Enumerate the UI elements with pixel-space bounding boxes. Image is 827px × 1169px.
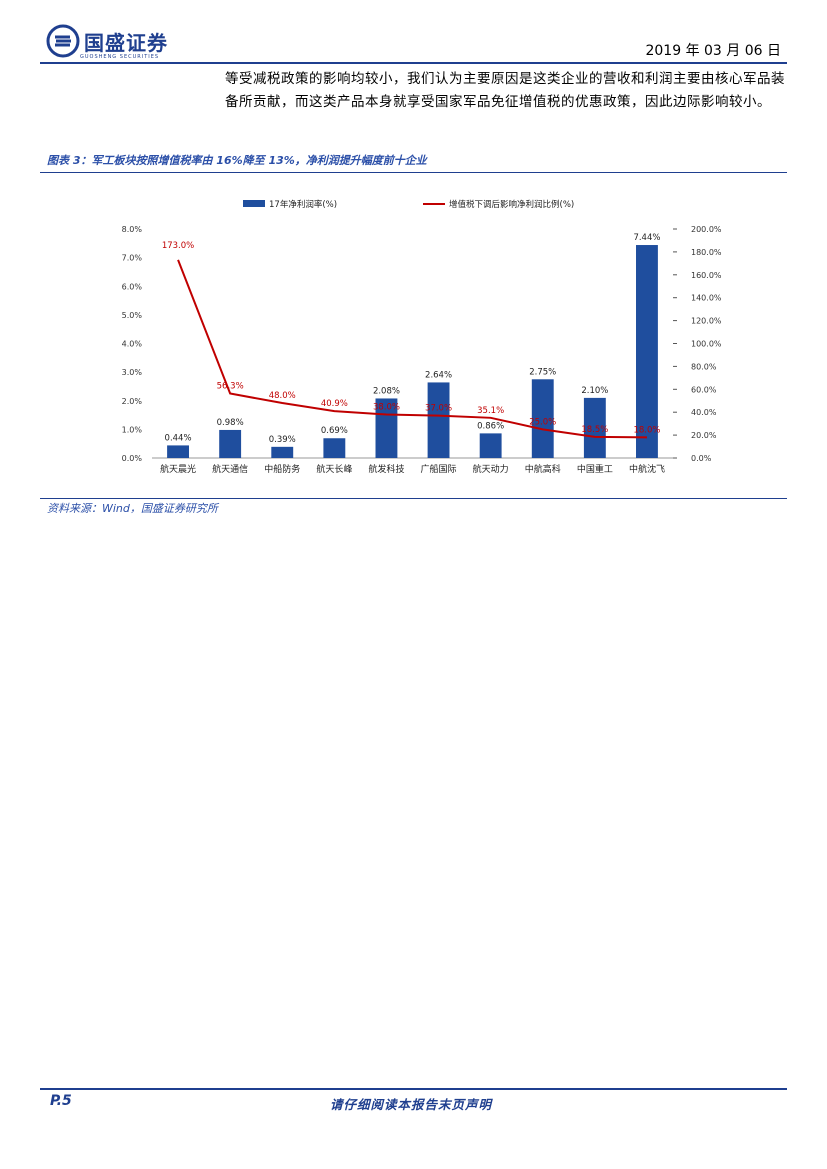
line-data-label: 173.0% — [162, 241, 194, 251]
y-left-tick-label: 2.0% — [122, 397, 143, 406]
y-left-tick-label: 7.0% — [122, 254, 143, 263]
bar-data-label: 2.64% — [425, 370, 452, 380]
bar — [167, 445, 189, 458]
bar — [531, 379, 554, 458]
x-category-label: 航天通信 — [212, 463, 248, 475]
bar-data-label: 0.44% — [165, 433, 192, 443]
y-right-tick-label: 140.0% — [691, 294, 722, 303]
footer-divider — [40, 1088, 787, 1090]
company-name: 国盛证券 — [84, 30, 168, 55]
x-category-label: 广船国际 — [421, 463, 457, 475]
x-category-label: 中国重工 — [577, 463, 613, 475]
line-series — [177, 259, 647, 439]
header-divider — [40, 62, 787, 64]
logo-icon — [46, 24, 80, 58]
bar — [271, 446, 294, 458]
bar-data-label: 2.08% — [373, 386, 400, 396]
y-left-tick-label: 4.0% — [122, 340, 143, 349]
y-right-tick-label: 200.0% — [691, 225, 722, 234]
bar — [479, 433, 502, 458]
line-data-label: 56.3% — [217, 382, 244, 392]
y-right-tick-label: 60.0% — [691, 385, 717, 394]
bar-data-label: 2.10% — [581, 386, 608, 396]
bar-data-label: 0.39% — [269, 435, 296, 445]
y-right-tick-label: 160.0% — [691, 271, 722, 280]
legend-label-bar: 17年净利润率(%) — [269, 199, 337, 210]
bar — [636, 245, 658, 458]
x-category-label: 航天动力 — [473, 463, 509, 475]
x-category-label: 中船防务 — [264, 463, 300, 475]
bar-data-label: 0.98% — [217, 418, 244, 428]
page-number: P.5 — [50, 1093, 72, 1109]
line-data-label: 25.0% — [529, 417, 556, 427]
bar-data-label: 0.86% — [477, 421, 504, 431]
line-data-label: 18.0% — [633, 425, 660, 435]
report-date: 2019 年 03 月 06 日 — [645, 43, 781, 59]
line-data-label: 35.1% — [477, 406, 504, 416]
company-logo: 国盛证券 — [46, 24, 168, 58]
y-right-tick-label: 40.0% — [691, 408, 717, 417]
line-data-label: 38.0% — [373, 402, 400, 412]
bar — [427, 382, 450, 458]
y-left-tick-label: 5.0% — [122, 311, 143, 320]
page-header: 国盛证券 GUOSHENG SECURITIES 2019 年 03 月 06 … — [40, 22, 787, 62]
x-category-label: 航天长峰 — [316, 463, 352, 475]
figure-top-divider — [40, 172, 787, 173]
y-left-tick-label: 6.0% — [122, 282, 143, 291]
footer-disclaimer: 请仔细阅读本报告末页声明 — [330, 1097, 493, 1112]
line-data-label: 37.0% — [425, 404, 452, 414]
bar — [219, 429, 242, 458]
bar — [583, 397, 606, 458]
y-right-tick-label: 80.0% — [691, 362, 717, 371]
y-right-tick-label: 20.0% — [691, 431, 717, 440]
y-right-tick-label: 180.0% — [691, 248, 722, 257]
bar-line-chart: 0.0% 1.0% 2.0% 3.0% 4.0% 5.0% 6.0% 7.0% 8.0% 0.0%… — [122, 199, 722, 475]
y-left-tick-label: 0.0% — [122, 454, 143, 463]
bar-data-label: 0.69% — [321, 426, 348, 436]
y-left-tick-label: 8.0% — [122, 225, 143, 234]
x-category-label: 中航高科 — [525, 463, 561, 475]
bar-data-label: 7.44% — [633, 233, 660, 243]
y-right-tick-label: 120.0% — [691, 317, 722, 326]
y-right-tick-label: 100.0% — [691, 340, 722, 349]
bar — [323, 438, 346, 458]
figure-title: 图表 3：军工板块按照增值税率由 16%降至 13%，净利润提升幅度前十企业 — [47, 154, 427, 167]
y-left-tick-label: 3.0% — [122, 368, 143, 377]
figure-bottom-divider — [40, 498, 787, 499]
body-paragraph: 等受减税政策的影响均较小，我们认为主要原因是这类企业的营收和利润主要由核心军品装… — [225, 71, 785, 110]
legend-label-line: 增值税下调后影响净利润比例(%) — [449, 199, 574, 210]
line-data-label: 40.9% — [321, 399, 348, 409]
y-left-tick-label: 1.0% — [122, 425, 143, 434]
bar-data-label: 2.75% — [529, 367, 556, 377]
line-data-label: 48.0% — [269, 391, 296, 401]
x-category-label: 中航沈飞 — [629, 463, 665, 475]
x-category-label: 航天晨光 — [160, 463, 196, 475]
y-right-tick-label: 0.0% — [691, 454, 712, 463]
figure-source: 资料来源：Wind，国盛证券研究所 — [47, 502, 218, 515]
legend-swatch-bar — [243, 200, 265, 207]
x-category-label: 航发科技 — [368, 463, 404, 475]
company-name-en: GUOSHENG SECURITIES — [80, 54, 160, 60]
line-data-label: 18.5% — [581, 425, 608, 435]
